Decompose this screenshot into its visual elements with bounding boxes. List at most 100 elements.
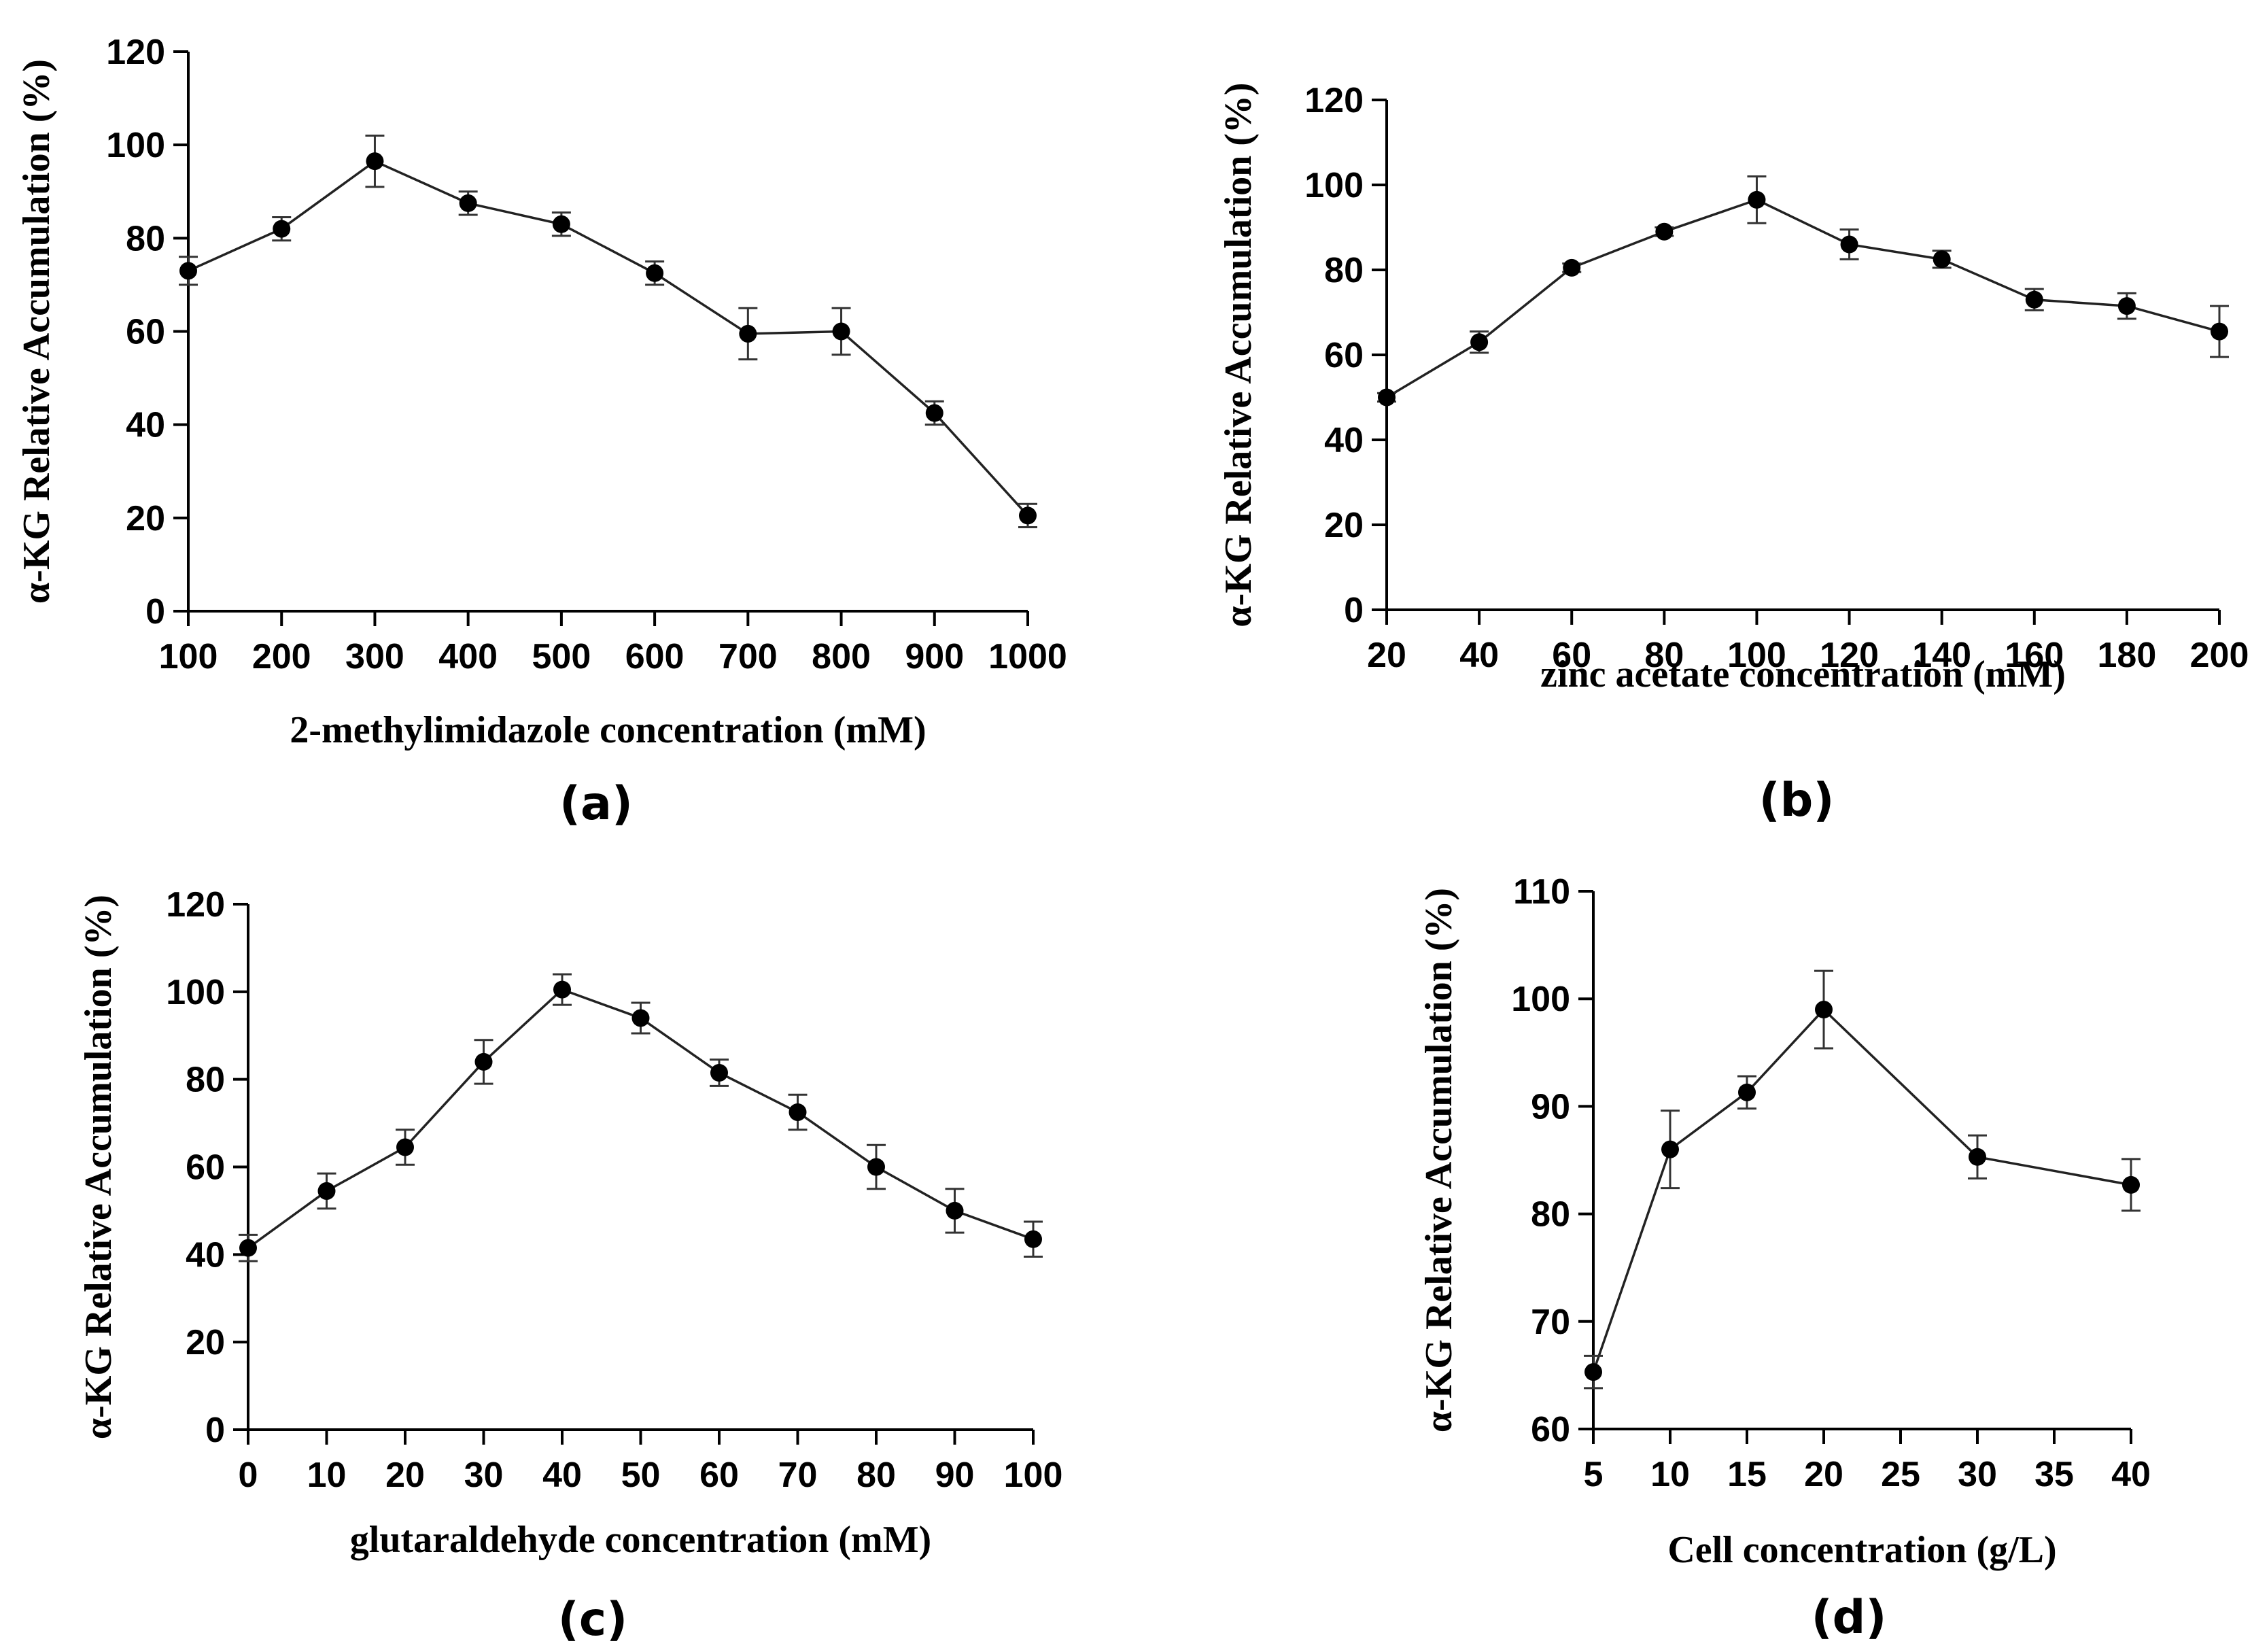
- y-tick-label: 120: [166, 885, 225, 925]
- data-point: [459, 194, 477, 212]
- x-tick-label: 200: [2190, 636, 2249, 675]
- y-tick-label: 20: [1324, 506, 1364, 545]
- data-point: [867, 1158, 885, 1176]
- data-point: [1584, 1363, 1602, 1381]
- x-axis-label: 2-methylimidazole concentration (mM): [290, 709, 926, 751]
- y-tick-label: 60: [1531, 1410, 1570, 1449]
- y-tick-label: 80: [186, 1061, 225, 1100]
- y-axis-label: α-KG Relative Accumulation (%): [77, 895, 120, 1439]
- series-line: [1592, 1008, 2132, 1373]
- data-point: [1738, 1083, 1756, 1101]
- data-point: [1470, 333, 1489, 351]
- panel-label: (a): [559, 777, 633, 831]
- data-point: [552, 215, 570, 233]
- data-point: [1378, 388, 1396, 407]
- x-tick-label: 20: [1804, 1455, 1843, 1494]
- data-point: [1933, 250, 1951, 269]
- y-tick-label: 40: [126, 406, 165, 445]
- y-tick-label: 20: [126, 499, 165, 538]
- y-tick-label: 80: [1324, 251, 1364, 290]
- y-tick-label: 0: [1344, 591, 1364, 630]
- data-point: [1815, 1001, 1833, 1019]
- x-tick-label: 70: [778, 1456, 818, 1495]
- data-point: [366, 152, 384, 171]
- y-tick-label: 80: [126, 219, 165, 258]
- data-point: [710, 1064, 728, 1082]
- x-tick-label: 10: [1650, 1455, 1690, 1494]
- y-tick-label: 110: [1513, 872, 1570, 912]
- data-point: [317, 1182, 336, 1200]
- data-point: [2025, 290, 2043, 309]
- chart-panel-c: 0 20 40 60 80 100 120 0 10 20 30 40 50 60 70 80 90 100 glu…: [77, 885, 1062, 1647]
- x-tick-label: 800: [812, 637, 871, 676]
- data-point: [1748, 190, 1766, 209]
- x-tick-label: 140: [1912, 636, 1971, 675]
- x-tick-label: 60: [1552, 636, 1591, 675]
- data-point: [1655, 222, 1674, 241]
- y-tick-label: 70: [1531, 1303, 1570, 1342]
- data-point: [179, 262, 197, 280]
- x-tick-label: 30: [464, 1456, 504, 1495]
- x-tick-label: 60: [699, 1456, 739, 1495]
- x-tick-label: 10: [307, 1456, 347, 1495]
- x-tick-label: 100: [1004, 1456, 1063, 1495]
- x-tick-label: 30: [1958, 1455, 1997, 1494]
- y-tick-label: 60: [126, 313, 165, 352]
- x-tick-label: 40: [1459, 636, 1499, 675]
- x-tick-label: 40: [542, 1456, 582, 1495]
- panel-label: (c): [558, 1593, 627, 1647]
- data-point: [553, 980, 571, 999]
- data-point: [239, 1239, 257, 1257]
- x-tick-label: 300: [345, 637, 404, 676]
- chart-panel-a: 0 20 40 60 80 100 120 100 200 300 400 500 600 700 800 9…: [16, 33, 1067, 831]
- x-tick-label: 25: [1881, 1455, 1920, 1494]
- x-tick-label: 80: [1644, 636, 1684, 675]
- data-point: [2122, 1175, 2140, 1194]
- x-axis-label: zinc acetate concentration (mM): [1540, 653, 2066, 695]
- chart-panel-d: 60 70 80 90 100 110 5 10 15 20 25 30 35 40 Cell concen…: [1418, 872, 2151, 1645]
- data-point: [1661, 1140, 1679, 1158]
- y-tick-label: 100: [106, 126, 165, 165]
- x-tick-label: 15: [1727, 1455, 1767, 1494]
- y-tick-label: 90: [1531, 1087, 1570, 1126]
- x-tick-label: 600: [625, 637, 685, 676]
- x-tick-label: 500: [532, 637, 591, 676]
- y-tick-label: 80: [1531, 1195, 1570, 1235]
- x-tick-label: 160: [2005, 636, 2064, 675]
- x-tick-label: 40: [2111, 1455, 2151, 1494]
- x-tick-label: 100: [159, 637, 218, 676]
- data-point: [1019, 506, 1037, 525]
- data-point: [1840, 235, 1858, 254]
- y-tick-label: 40: [1324, 421, 1364, 460]
- y-axis-label: α-KG Relative Accumulation (%): [1217, 82, 1260, 627]
- x-tick-label: 900: [905, 637, 964, 676]
- data-point: [1024, 1230, 1042, 1248]
- x-tick-label: 35: [2034, 1455, 2074, 1494]
- x-axis-label: Cell concentration (g/L): [1667, 1529, 2056, 1571]
- series-line: [188, 160, 1029, 517]
- data-point: [2117, 297, 2136, 315]
- y-tick-label: 120: [1304, 81, 1364, 120]
- y-tick-label: 60: [1324, 336, 1364, 375]
- x-tick-label: 200: [252, 637, 311, 676]
- x-tick-label: 400: [438, 637, 498, 676]
- data-point: [474, 1052, 493, 1071]
- data-point: [2211, 322, 2228, 341]
- series-line: [1386, 199, 2220, 399]
- y-tick-label: 100: [1304, 166, 1364, 205]
- y-tick-label: 120: [106, 33, 165, 72]
- x-tick-label: 0: [239, 1456, 258, 1495]
- x-tick-label: 5: [1584, 1455, 1604, 1494]
- data-point: [1969, 1148, 1986, 1166]
- x-tick-label: 50: [621, 1456, 661, 1495]
- y-tick-label: 100: [166, 973, 225, 1012]
- panel-label: (d): [1812, 1591, 1887, 1645]
- data-point: [789, 1103, 807, 1121]
- data-point: [739, 324, 757, 343]
- y-axis-label: α-KG Relative Accumulation (%): [16, 59, 58, 604]
- data-point: [946, 1201, 964, 1220]
- data-point: [646, 264, 664, 282]
- y-tick-label: 0: [205, 1411, 225, 1450]
